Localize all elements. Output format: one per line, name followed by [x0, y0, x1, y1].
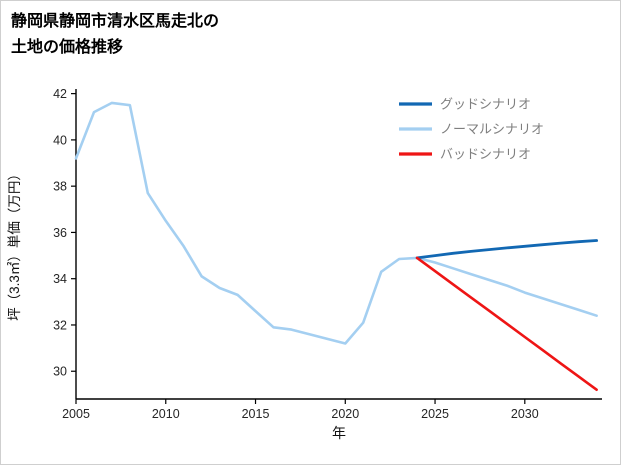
series-line-bad — [415, 256, 598, 392]
x-tick-label: 2005 — [62, 407, 90, 421]
legend-label-normal: ノーマルシナリオ — [440, 122, 544, 137]
x-tick-label: 2020 — [331, 407, 359, 421]
y-tick-label: 34 — [53, 272, 67, 286]
y-axis-label: 坪（3.3㎡）単価（万円） — [7, 167, 22, 321]
x-tick-label: 2030 — [511, 407, 539, 421]
legend-label-bad: バッドシナリオ — [440, 147, 531, 162]
series-line-good — [415, 239, 598, 260]
chart-title: 静岡県静岡市清水区馬走北の 土地の価格推移 — [11, 9, 219, 60]
chart-title-line2: 土地の価格推移 — [11, 38, 124, 56]
chart-title-line1: 静岡県静岡市清水区馬走北の — [11, 13, 220, 30]
y-tick-label: 40 — [53, 133, 67, 147]
y-tick-label: 38 — [53, 180, 67, 194]
x-tick-label: 2010 — [152, 407, 180, 421]
y-tick-label: 30 — [53, 365, 67, 379]
x-axis-label: 年 — [332, 425, 346, 441]
y-tick-label: 42 — [53, 87, 67, 101]
y-tick-label: 32 — [53, 318, 67, 332]
series-line-normal — [74, 101, 598, 345]
legend-label-good: グッドシナリオ — [440, 97, 531, 112]
y-tick-label: 36 — [53, 226, 67, 240]
x-tick-label: 2015 — [242, 407, 270, 421]
x-tick-label: 2025 — [421, 407, 449, 421]
